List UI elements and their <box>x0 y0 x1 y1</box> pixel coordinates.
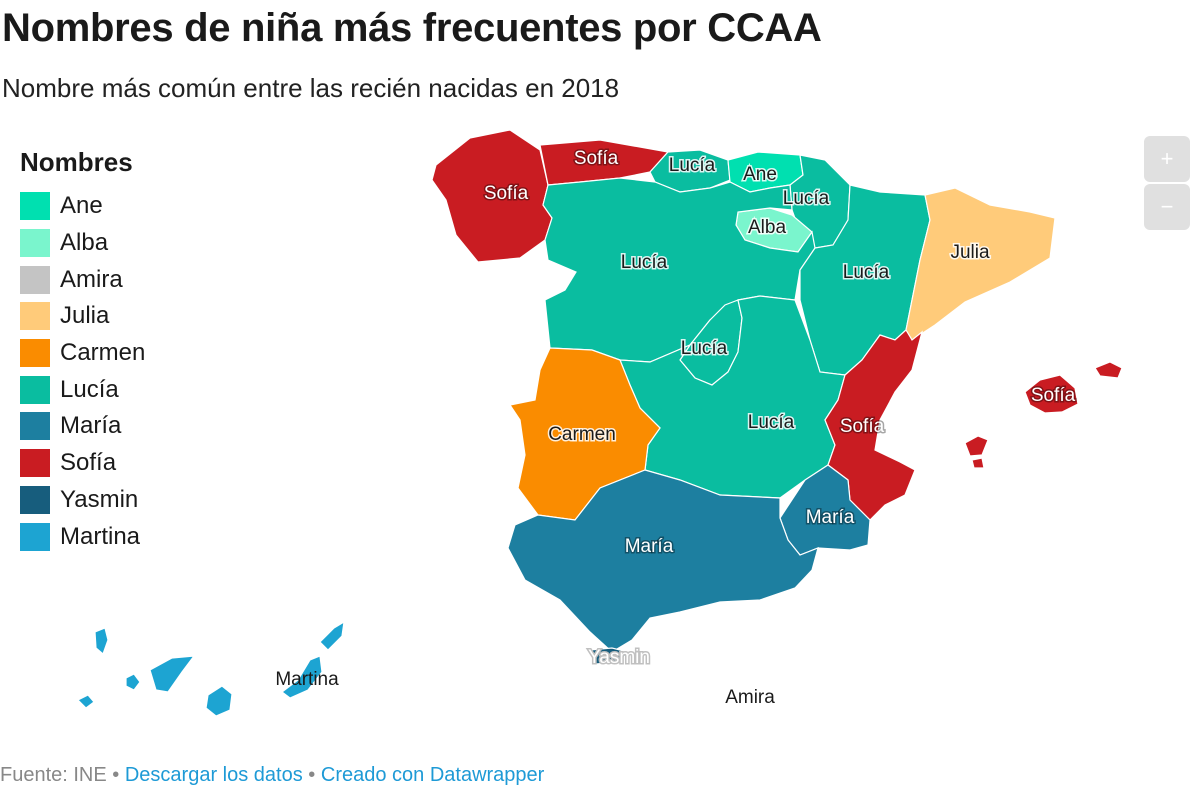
chart-title: Nombres de niña más frecuentes por CCAA <box>2 6 822 50</box>
legend-swatch <box>20 412 50 441</box>
legend-swatch <box>20 302 50 331</box>
label-castilla-la-mancha: Lucía <box>748 412 795 433</box>
legend-swatch <box>20 522 50 551</box>
legend-label: María <box>60 412 122 440</box>
label-la-rioja: Alba <box>748 217 786 238</box>
legend: Nombres Ane Alba Amira Julia Carmen Lucía Marí… <box>20 146 145 555</box>
region-canarias[interactable] <box>76 620 345 717</box>
footer-separator: • <box>308 764 316 786</box>
label-galicia: Sofía <box>484 183 529 204</box>
label-canarias: Martina <box>275 669 339 690</box>
legend-label: Carmen <box>60 339 146 367</box>
legend-label: Amira <box>60 265 123 293</box>
label-baleares: Sofía <box>1031 385 1076 406</box>
label-murcia: María <box>806 507 855 528</box>
label-melilla: Amira <box>725 687 775 708</box>
footer-separator: • <box>112 764 120 786</box>
label-andalucia: María <box>625 536 674 557</box>
legend-item-yasmin: Yasmin <box>20 482 145 519</box>
datawrapper-credit-link[interactable]: Creado con Datawrapper <box>320 764 545 786</box>
source-text: Fuente: INE <box>0 764 107 786</box>
legend-item-carmen: Carmen <box>20 335 145 372</box>
legend-item-sofía: Sofía <box>20 445 145 482</box>
legend-swatch <box>20 339 50 368</box>
zoom-in-button[interactable]: + <box>1144 136 1190 182</box>
region-murcia[interactable] <box>779 464 871 556</box>
label-asturias: Sofía <box>574 148 619 169</box>
region-baleares[interactable] <box>964 361 1123 469</box>
region-andalucia[interactable] <box>507 469 819 653</box>
download-data-link[interactable]: Descargar los datos <box>124 764 303 786</box>
zoom-out-button[interactable]: − <box>1144 184 1190 230</box>
legend-swatch <box>20 449 50 478</box>
legend-swatch <box>20 485 50 514</box>
region-ceuta[interactable] <box>589 647 630 665</box>
legend-label: Lucía <box>60 375 119 403</box>
legend-items: Ane Alba Amira Julia Carmen Lucía María Sofía Ya… <box>20 188 145 555</box>
label-valencia: Sofía <box>840 416 885 437</box>
legend-title: Nombres <box>20 147 133 177</box>
legend-label: Sofía <box>60 449 117 477</box>
label-aragon: Lucía <box>843 262 890 283</box>
legend-label: Yasmin <box>60 485 139 513</box>
legend-item-alba: Alba <box>20 225 145 262</box>
label-cantabria: Lucía <box>669 155 716 176</box>
legend-label: Martina <box>60 522 141 550</box>
region-cataluna[interactable] <box>905 187 1056 341</box>
legend-swatch <box>20 229 50 258</box>
legend-item-martina: Martina <box>20 518 145 555</box>
legend-item-ane: Ane <box>20 188 145 225</box>
label-madrid: Lucía <box>681 338 728 359</box>
label-extremadura: Carmen <box>548 424 616 445</box>
legend-label: Ane <box>60 192 103 220</box>
legend-swatch <box>20 265 50 294</box>
chart-subtitle: Nombre más común entre las recién nacida… <box>2 73 620 103</box>
legend-swatch <box>20 192 50 221</box>
label-cataluna: Julia <box>950 242 990 263</box>
legend-item-lucía: Lucía <box>20 371 145 408</box>
legend-label: Julia <box>60 302 110 330</box>
label-pais-vasco: Ane <box>743 164 777 185</box>
label-ceuta: Yasmin <box>588 647 650 668</box>
label-castilla-leon: Lucía <box>621 252 668 273</box>
label-navarra: Lucía <box>783 188 830 209</box>
legend-swatch <box>20 375 50 404</box>
legend-label: Alba <box>60 229 109 257</box>
legend-item-amira: Amira <box>20 261 145 298</box>
legend-item-julia: Julia <box>20 298 145 335</box>
footer: Fuente: INE • Descargar los datos • Crea… <box>0 762 544 788</box>
legend-item-maría: María <box>20 408 145 445</box>
region-valencia[interactable] <box>824 329 924 521</box>
